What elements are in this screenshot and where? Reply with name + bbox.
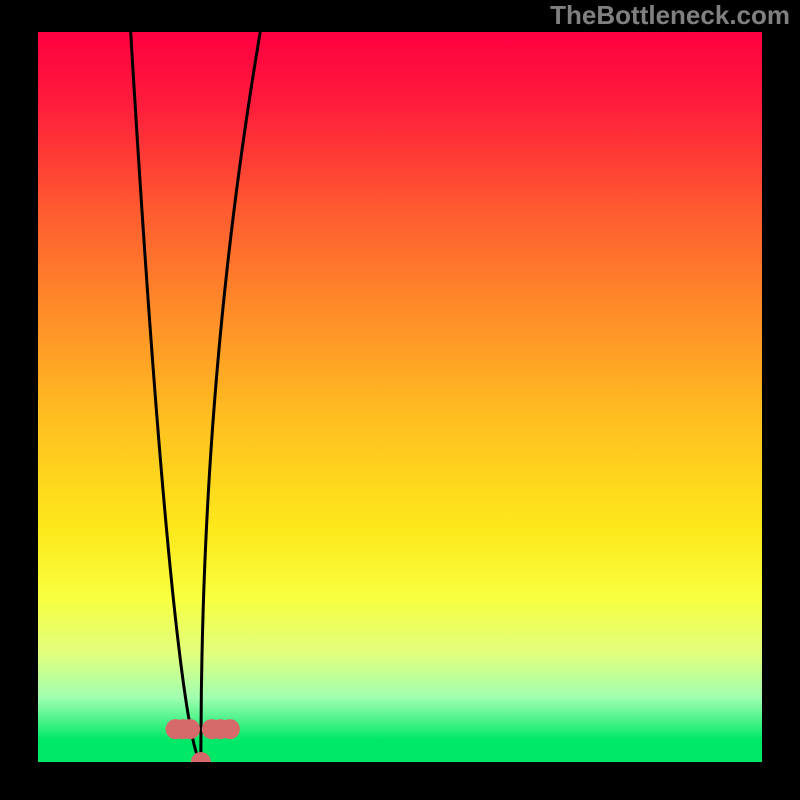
bottleneck-curve-layer: [38, 32, 762, 762]
valley-markers: [166, 719, 240, 762]
valley-marker: [220, 719, 240, 739]
plot-area: [38, 32, 762, 762]
chart-root: { "canvas": { "width": 800, "height": 80…: [0, 0, 800, 800]
valley-marker: [191, 752, 211, 762]
bottleneck-curve: [131, 32, 261, 762]
valley-marker: [180, 719, 200, 739]
watermark-text: TheBottleneck.com: [550, 0, 790, 31]
